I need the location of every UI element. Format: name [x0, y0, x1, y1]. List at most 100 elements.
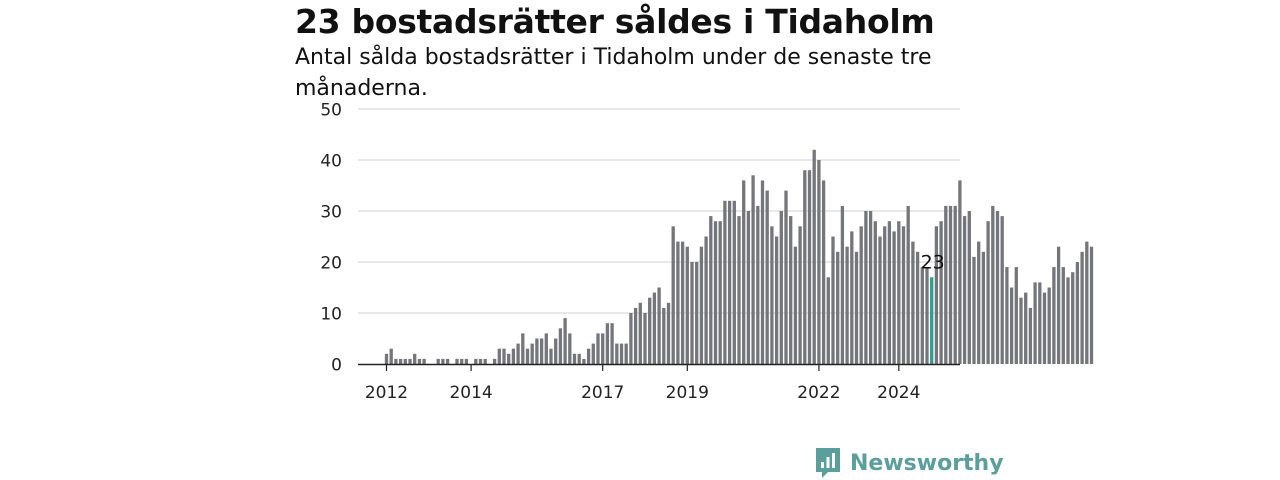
bar — [690, 262, 694, 364]
y-tick-label: 10 — [320, 305, 342, 325]
bar — [417, 358, 422, 364]
bar — [577, 353, 581, 364]
bar — [403, 358, 407, 364]
bar — [784, 190, 788, 364]
bar — [695, 262, 699, 364]
bar — [539, 338, 544, 364]
bar — [920, 267, 924, 364]
bar — [671, 226, 675, 364]
x-tick-label: 2012 — [365, 383, 408, 403]
bar — [685, 246, 689, 364]
bar — [521, 333, 525, 364]
bar — [680, 241, 685, 364]
bar — [549, 348, 553, 364]
bar — [878, 236, 882, 364]
highlighted-bar — [930, 277, 934, 364]
bar — [676, 241, 680, 364]
bar — [1000, 216, 1004, 364]
bar — [1047, 287, 1051, 364]
bar — [798, 226, 802, 364]
bar — [836, 251, 840, 364]
bar — [507, 353, 511, 364]
bar — [704, 236, 708, 364]
y-tick-label: 20 — [320, 254, 342, 274]
bar — [648, 297, 652, 364]
bar — [1005, 267, 1009, 364]
bar — [925, 267, 929, 364]
bar — [441, 358, 445, 364]
bar — [713, 221, 718, 364]
bar — [563, 318, 567, 364]
bar — [751, 175, 755, 364]
bar — [535, 338, 539, 364]
bar — [1024, 292, 1028, 364]
bar — [398, 358, 403, 364]
bars — [384, 149, 1094, 364]
bar — [826, 277, 830, 364]
bar — [991, 205, 995, 364]
bar — [502, 348, 506, 364]
bar — [445, 358, 450, 364]
bar — [737, 216, 741, 364]
bar — [906, 205, 910, 364]
bar — [544, 333, 548, 364]
y-tick-label: 30 — [320, 203, 342, 223]
bar — [962, 216, 967, 364]
bar — [1052, 267, 1056, 364]
bar — [915, 251, 920, 364]
bar — [568, 333, 572, 364]
bar — [868, 211, 873, 364]
bar — [1071, 272, 1075, 364]
bar — [972, 256, 976, 364]
bar — [727, 200, 732, 364]
y-tick-label: 50 — [320, 101, 342, 121]
bar — [436, 358, 440, 364]
bar — [497, 348, 501, 364]
bar — [384, 353, 389, 364]
bar — [1066, 277, 1070, 364]
bar — [657, 287, 661, 364]
bar — [840, 205, 845, 364]
bar — [558, 328, 563, 364]
bar — [1056, 246, 1061, 364]
bar — [1061, 267, 1065, 364]
bar — [413, 353, 417, 364]
bar — [892, 231, 896, 364]
bar — [483, 358, 487, 364]
bar — [652, 292, 657, 364]
bar — [742, 180, 746, 364]
bar — [389, 348, 393, 364]
bar — [793, 246, 798, 364]
bar — [1085, 241, 1089, 364]
x-tick-label: 2017 — [581, 383, 624, 403]
bar — [958, 180, 962, 364]
bar — [638, 302, 642, 364]
bar — [897, 221, 901, 364]
bar — [662, 307, 666, 364]
bar — [732, 200, 736, 364]
bar — [981, 251, 986, 364]
x-tick-label: 2014 — [449, 383, 492, 403]
bar — [845, 246, 849, 364]
bar — [605, 323, 610, 364]
newsworthy-logo-icon — [816, 448, 840, 478]
bar — [511, 348, 516, 364]
bar — [1080, 251, 1084, 364]
bar — [986, 221, 990, 364]
newsworthy-logo[interactable]: Newsworthy — [814, 446, 1004, 480]
bar — [464, 358, 469, 364]
bar — [643, 313, 647, 364]
bar — [582, 358, 586, 364]
bar — [492, 358, 497, 364]
bar — [887, 221, 892, 364]
bar — [1089, 246, 1094, 364]
bar — [554, 338, 558, 364]
bar — [422, 358, 426, 364]
bar — [624, 343, 628, 364]
bar — [619, 343, 624, 364]
y-tick-label: 0 — [331, 356, 342, 376]
bar — [934, 226, 939, 364]
bar — [718, 221, 722, 364]
bar — [478, 358, 483, 364]
